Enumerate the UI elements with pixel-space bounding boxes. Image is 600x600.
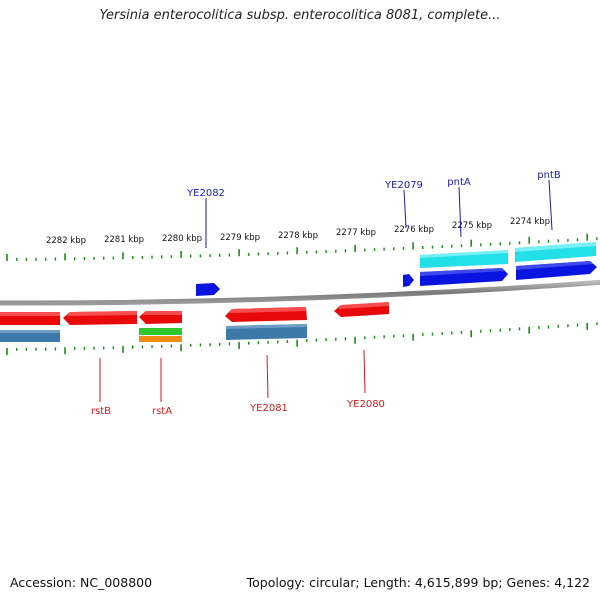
gene-ye2079[interactable] <box>403 274 414 287</box>
leader-pnta <box>458 186 462 238</box>
label-rsta[interactable]: rstA <box>152 406 172 417</box>
label-pntb[interactable]: pntB <box>537 170 561 181</box>
leader-ye2079 <box>403 189 407 229</box>
scale-label: 2279 kbp <box>220 233 260 243</box>
scale-label: 2275 kbp <box>452 221 492 231</box>
label-ye2079[interactable]: YE2079 <box>384 180 423 191</box>
label-ye2081[interactable]: YE2081 <box>249 403 288 414</box>
scale-ticks-bottom <box>6 322 598 355</box>
scale-label: 2277 kbp <box>336 228 376 238</box>
scale-label: 2278 kbp <box>278 231 318 241</box>
scale-label: 2281 kbp <box>104 235 144 245</box>
leader-pntb <box>548 179 553 231</box>
gene-ye2082[interactable] <box>196 283 220 296</box>
scale-ticks-top <box>6 233 598 261</box>
label-rstb[interactable]: rstB <box>91 406 111 417</box>
label-ye2080[interactable]: YE2080 <box>346 399 385 410</box>
accession-text: Accession: NC_008800 <box>10 575 153 590</box>
feature-rsta-orange[interactable] <box>139 336 182 342</box>
genome-backbone <box>0 279 600 306</box>
scale-label: 2274 kbp <box>510 217 550 227</box>
label-ye2082[interactable]: YE2082 <box>186 188 225 199</box>
label-pnta[interactable]: pntA <box>447 177 471 188</box>
scale-label: 2276 kbp <box>394 225 434 235</box>
reverse-strand-features <box>0 302 389 342</box>
map-title: Yersinia enterocolitica subsp. enterocol… <box>99 8 501 23</box>
leader-ye2081 <box>266 354 269 399</box>
leader-ye2080 <box>363 349 366 394</box>
scale-label: 2282 kbp <box>46 236 86 246</box>
label-leader-lines <box>99 179 553 402</box>
genome-summary-text: Topology: circular; Length: 4,615,899 bp… <box>246 575 590 590</box>
scale-label: 2280 kbp <box>162 234 202 244</box>
forward-strand-features <box>196 242 597 296</box>
feature-rsta-green[interactable] <box>139 328 182 335</box>
scale-labels: 2282 kbp 2281 kbp 2280 kbp 2279 kbp 2278… <box>46 217 550 246</box>
